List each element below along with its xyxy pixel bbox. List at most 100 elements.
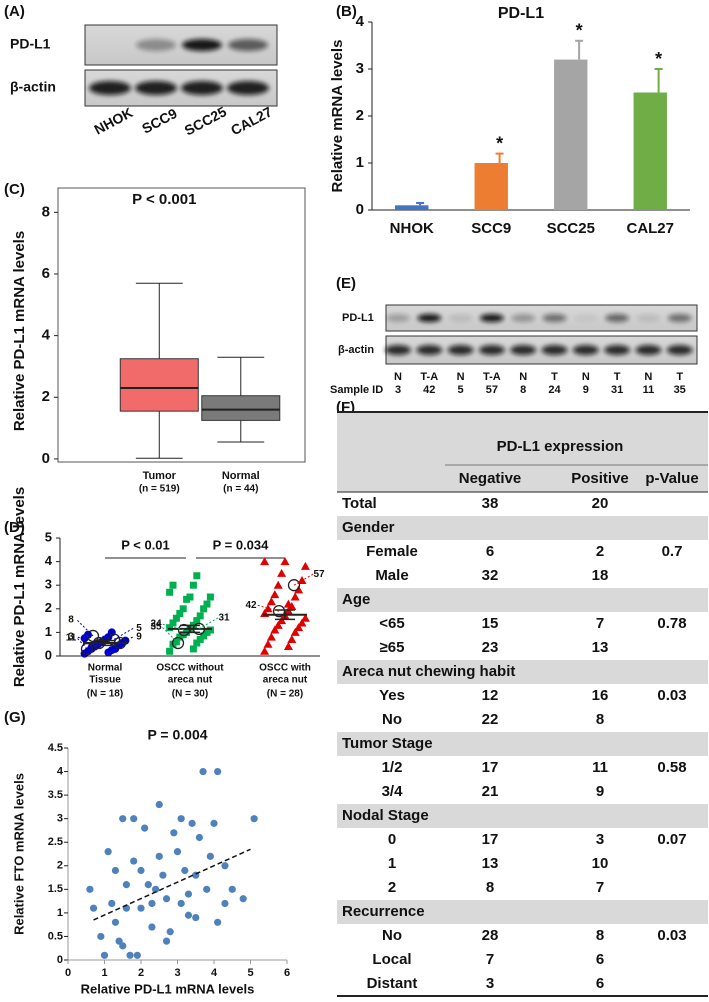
point — [155, 852, 163, 860]
point — [89, 904, 98, 912]
point — [166, 928, 174, 936]
y-axis-label: Relative mRNA levels — [329, 40, 346, 193]
row-label: 0 — [388, 831, 396, 848]
panel-label: (G) — [4, 709, 26, 726]
point — [148, 899, 156, 908]
point — [214, 767, 222, 776]
point-label: 8 — [68, 615, 74, 626]
cell: 18 — [592, 567, 609, 584]
column-header: Positive — [571, 470, 629, 487]
cell: 10 — [592, 855, 609, 872]
point — [141, 824, 149, 832]
labeled-point — [192, 622, 206, 636]
bar — [554, 59, 588, 210]
dot — [196, 612, 204, 620]
lane-id: 5 — [458, 384, 464, 396]
cell: 22 — [482, 711, 499, 728]
row-label: No — [382, 711, 402, 728]
lane-group: N — [519, 371, 527, 383]
point — [214, 918, 222, 926]
y-tick-label: 1 — [45, 624, 52, 639]
point — [119, 942, 127, 950]
cell: 17 — [482, 831, 499, 848]
blot-band — [448, 314, 473, 322]
n-label: (N = 18) — [87, 689, 123, 700]
blot-band — [478, 345, 505, 355]
lane-group: N — [394, 371, 402, 383]
dot — [179, 605, 187, 613]
point — [170, 829, 178, 837]
y-tick-label: 3 — [45, 577, 52, 592]
point-label: 42 — [245, 600, 257, 611]
point-label: 24 — [150, 619, 162, 630]
row-label: Male — [375, 567, 408, 584]
point — [162, 937, 171, 945]
cell: 0.03 — [657, 687, 686, 704]
lane-id: 31 — [611, 384, 623, 396]
point — [100, 951, 109, 959]
lane-group: T-A — [483, 371, 501, 383]
dot — [283, 642, 293, 651]
dot — [196, 635, 204, 643]
dot — [186, 593, 194, 601]
x-tick-label: 1 — [101, 967, 107, 979]
blot-band — [510, 345, 537, 355]
point — [195, 833, 203, 842]
point — [177, 899, 185, 908]
cell: 8 — [596, 711, 604, 728]
row-label: Local — [372, 951, 411, 968]
x-tick-label: areca nut — [263, 675, 308, 686]
dot — [166, 624, 174, 632]
x-tick-label: NHOK — [390, 220, 434, 237]
cell: 12 — [482, 687, 499, 704]
y-axis-label: Relative PD-L1 mRNA levels — [11, 231, 28, 431]
y-tick-label: 4 — [45, 553, 53, 568]
panel-label: (A) — [4, 3, 25, 20]
box — [119, 358, 199, 412]
dot — [260, 557, 270, 566]
row-label: 3/4 — [382, 783, 404, 800]
blot-band — [181, 81, 223, 95]
point — [130, 857, 138, 865]
panel-label: (B) — [336, 3, 357, 20]
lane-id: 42 — [423, 384, 435, 396]
lane-id: 8 — [520, 384, 526, 396]
cell: 6 — [596, 951, 604, 968]
n-label: (n = 519) — [139, 484, 180, 495]
blot-band — [416, 345, 443, 355]
blot-band — [136, 39, 176, 51]
labeled-point — [92, 636, 106, 650]
dot — [287, 634, 297, 643]
chart-title: PD-L1 — [498, 5, 544, 22]
point — [104, 848, 112, 856]
leader-line — [76, 637, 88, 650]
n-label: (n = 44) — [223, 484, 258, 495]
cell: 20 — [592, 495, 609, 512]
y-tick-label: 8 — [42, 203, 50, 220]
x-tick-label: areca nut — [168, 675, 213, 686]
x-tick-label: 5 — [247, 967, 253, 979]
y-axis-label: Relative PD-L1 mRNA levels — [11, 487, 28, 687]
blot-band — [227, 81, 269, 95]
group-title: Recurrence — [342, 903, 425, 920]
dot — [189, 645, 197, 653]
x-tick-label: Normal — [222, 470, 260, 482]
y-tick-label: 6 — [42, 265, 50, 282]
cell: 0.58 — [657, 759, 686, 776]
y-tick-label: 2 — [45, 600, 52, 615]
blot-band — [635, 345, 662, 355]
group-row-bg — [337, 660, 708, 684]
point — [206, 852, 214, 860]
point — [144, 881, 152, 889]
dot — [206, 626, 214, 634]
cell: 23 — [482, 639, 499, 656]
labeled-point — [177, 623, 191, 637]
point — [228, 885, 236, 893]
point — [111, 918, 120, 926]
row-label: ≥65 — [380, 639, 405, 656]
blot-band — [135, 81, 177, 95]
dot — [169, 581, 177, 589]
lane-group: T — [614, 371, 621, 383]
y-tick-label: 0 — [42, 450, 50, 467]
y-tick-label: 1 — [57, 907, 63, 919]
